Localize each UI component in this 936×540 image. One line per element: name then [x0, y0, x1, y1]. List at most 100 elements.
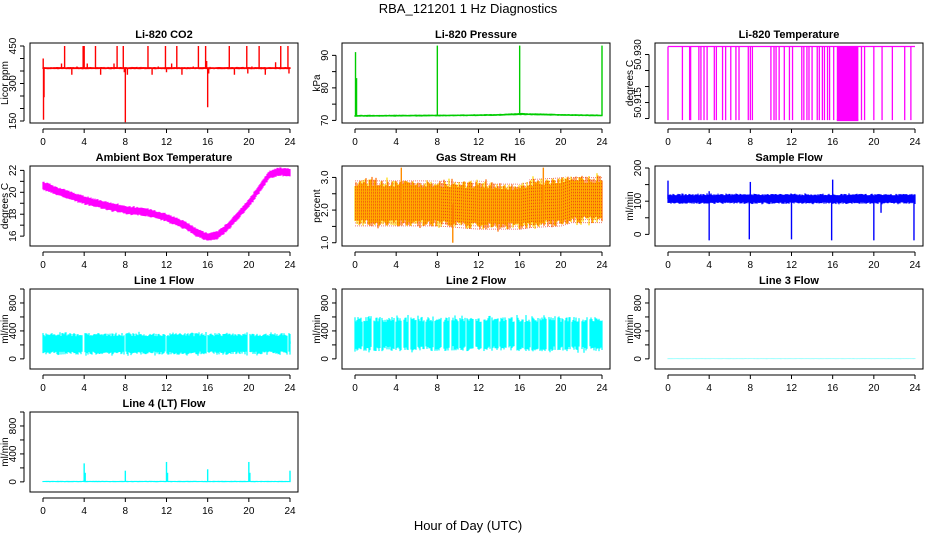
temperature-dense-drops — [836, 46, 859, 121]
x-tick-label: 8 — [435, 137, 441, 148]
y-tick-label: 1.0 — [320, 235, 331, 249]
y-tick-label: 50.915 — [633, 87, 644, 118]
x-tick-label: 16 — [514, 137, 526, 148]
panel-title: Li-820 Temperature — [739, 29, 840, 41]
x-tick-label: 8 — [748, 260, 754, 271]
x-tick-label: 8 — [123, 506, 129, 517]
x-tick-label: 12 — [161, 506, 173, 517]
y-tick-label: 200 — [633, 159, 644, 176]
y-tick-label: 16 — [8, 230, 19, 242]
plot-frame — [29, 411, 299, 493]
plot-frame — [341, 288, 611, 370]
figure-title: RBA_121201 1 Hz Diagnostics — [378, 1, 558, 16]
x-tick-label: 12 — [161, 260, 173, 271]
panel-li-820-temperature: Li-820 Temperature 0 4 8 12 16 20 24 50.915 50.93… — [625, 29, 924, 148]
x-tick-label: 4 — [81, 383, 87, 394]
y-axis-label: ml/min — [0, 314, 11, 343]
x-tick-label: 4 — [393, 137, 399, 148]
y-axis-label: ml/min — [625, 191, 636, 220]
x-tick-label: 20 — [555, 260, 567, 271]
y-axis-label: degrees C — [0, 183, 11, 229]
y-tick-label: 20 — [8, 186, 19, 198]
x-tick-label: 12 — [161, 383, 173, 394]
y-tick-label: 800 — [320, 294, 331, 311]
y-tick-label: 0 — [320, 356, 331, 362]
panel-line-4-lt-flow: Line 4 (LT) Flow 0 4 8 12 16 20 24 0 400 800 ml/min — [0, 398, 299, 517]
y-tick-label: 800 — [633, 294, 644, 311]
x-tick-label: 16 — [827, 137, 839, 148]
y-axis-label: degrees C — [625, 60, 636, 106]
x-tick-label: 16 — [202, 260, 214, 271]
x-tick-label: 4 — [393, 383, 399, 394]
x-tick-label: 0 — [40, 260, 46, 271]
x-tick-label: 12 — [473, 260, 485, 271]
y-tick-label: 400 — [8, 445, 19, 462]
panel-title: Li-820 Pressure — [435, 29, 517, 41]
x-tick-label: 4 — [393, 260, 399, 271]
plot-frame — [654, 165, 924, 247]
x-tick-label: 20 — [243, 137, 255, 148]
y-tick-label: 100 — [633, 192, 644, 209]
data-marks — [354, 167, 603, 243]
panel-title: Line 2 Flow — [446, 275, 506, 287]
x-tick-label: 20 — [868, 137, 880, 148]
x-tick-label: 20 — [868, 383, 880, 394]
x-tick-label: 20 — [243, 260, 255, 271]
x-tick-label: 24 — [909, 137, 921, 148]
y-tick-label: 3.0 — [320, 170, 331, 184]
plot-frame — [29, 42, 299, 124]
y-axis-label: kPa — [312, 74, 323, 92]
y-tick-label: 450 — [8, 37, 19, 54]
y-tick-label: 90 — [320, 49, 331, 61]
x-tick-label: 24 — [284, 137, 296, 148]
x-tick-label: 24 — [284, 260, 296, 271]
data-marks — [42, 461, 291, 483]
x-tick-label: 0 — [352, 260, 358, 271]
x-tick-label: 24 — [909, 383, 921, 394]
x-tick-label: 0 — [40, 383, 46, 394]
x-tick-label: 0 — [665, 383, 671, 394]
x-tick-label: 0 — [352, 137, 358, 148]
x-tick-label: 24 — [596, 260, 608, 271]
plot-frame — [654, 288, 924, 370]
y-axis-label: ml/min — [625, 314, 636, 343]
y-tick-label: 50.930 — [633, 39, 644, 70]
y-axis-label: percent — [312, 189, 323, 223]
panel-gas-stream-rh: Gas Stream RH 0 4 8 12 16 20 24 1.0 2.0 3.0 percent — [312, 152, 611, 271]
data-marks — [667, 179, 916, 241]
y-tick-label: 300 — [8, 75, 19, 92]
x-tick-label: 8 — [123, 383, 129, 394]
x-tick-label: 12 — [161, 137, 173, 148]
y-tick-label: 18 — [8, 208, 19, 220]
y-tick-label: 22 — [8, 164, 19, 176]
x-tick-label: 12 — [473, 137, 485, 148]
y-axis-label: ml/min — [312, 314, 323, 343]
x-tick-label: 4 — [706, 383, 712, 394]
y-tick-label: 400 — [8, 322, 19, 339]
x-tick-label: 24 — [596, 137, 608, 148]
x-tick-label: 24 — [284, 383, 296, 394]
y-tick-label: 0 — [633, 356, 644, 362]
plot-frame — [29, 165, 299, 247]
x-tick-label: 20 — [243, 383, 255, 394]
x-tick-label: 12 — [786, 260, 798, 271]
x-tick-label: 8 — [123, 137, 129, 148]
plot-frame — [654, 42, 924, 124]
x-tick-label: 0 — [352, 383, 358, 394]
x-tick-label: 8 — [748, 383, 754, 394]
x-tick-label: 8 — [123, 260, 129, 271]
panel-title: Li-820 CO2 — [135, 29, 192, 41]
panel-title: Sample Flow — [755, 152, 823, 164]
data-marks — [667, 45, 915, 122]
y-tick-label: 400 — [320, 322, 331, 339]
x-tick-label: 8 — [748, 137, 754, 148]
x-tick-label: 16 — [514, 260, 526, 271]
panel-title: Gas Stream RH — [436, 152, 516, 164]
x-tick-label: 4 — [81, 260, 87, 271]
x-tick-label: 0 — [40, 137, 46, 148]
x-tick-label: 16 — [827, 383, 839, 394]
data-marks — [42, 331, 291, 356]
panel-title: Line 4 (LT) Flow — [123, 398, 206, 410]
y-tick-label: 0 — [633, 231, 644, 237]
